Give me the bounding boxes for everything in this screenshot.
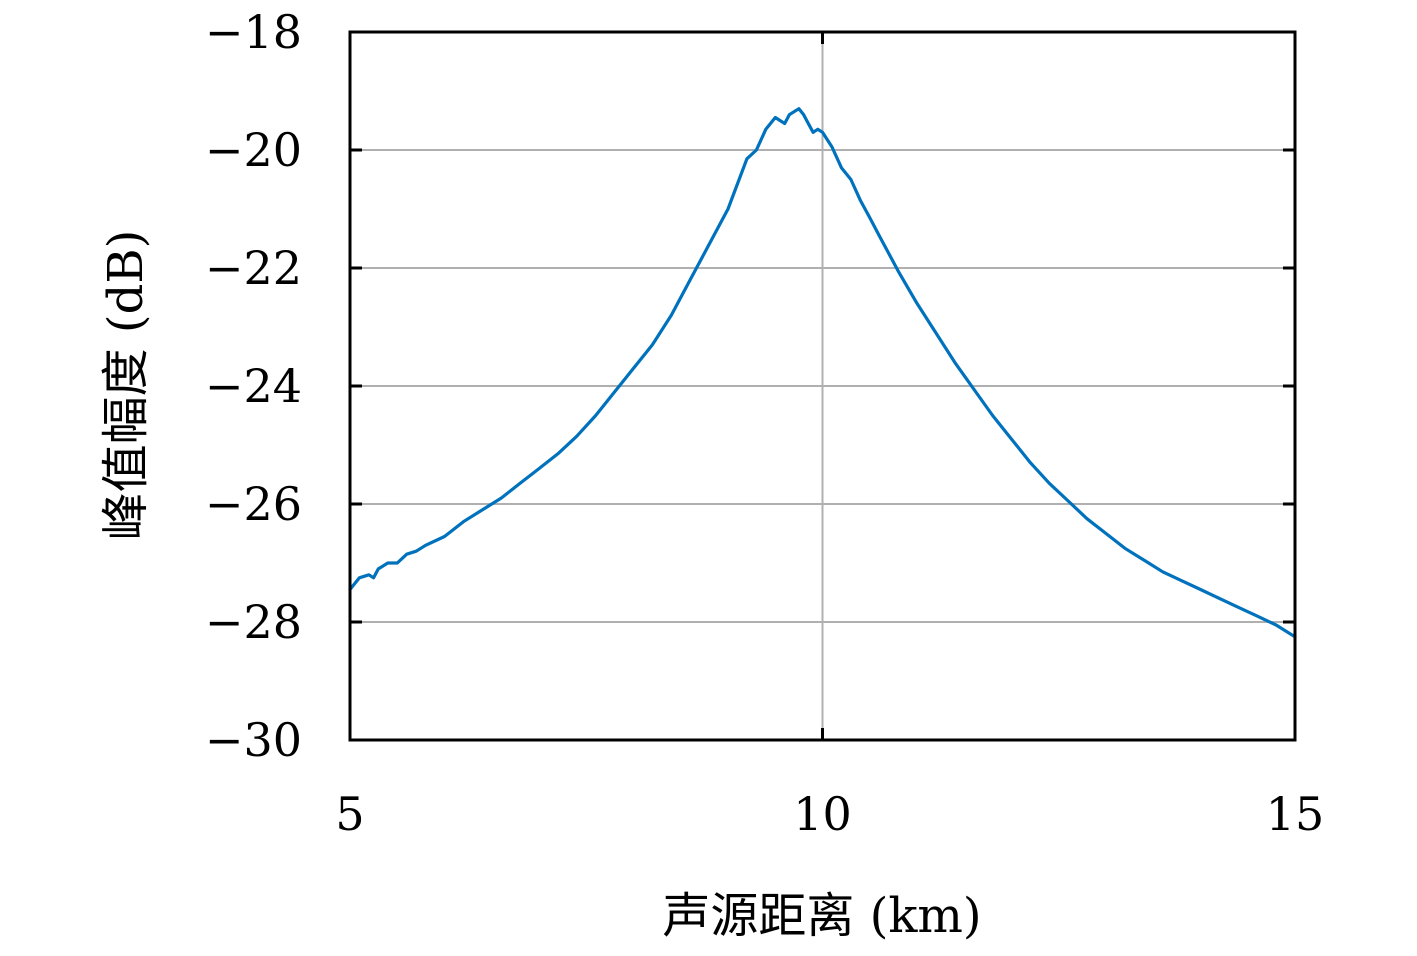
- x-tick-labels: 5 10 15: [335, 787, 1324, 841]
- y-tick-label: −26: [205, 477, 302, 531]
- x-axis-label: 声源距离 (km): [662, 888, 981, 944]
- y-tick-label: −30: [205, 713, 302, 767]
- y-tick-label: −24: [205, 359, 302, 413]
- x-tick-label: 15: [1266, 787, 1325, 841]
- y-tick-label: −18: [205, 5, 302, 59]
- tick-marks: [348, 30, 1297, 742]
- y-tick-label: −28: [205, 595, 302, 649]
- grid-lines: [350, 32, 1295, 740]
- series-layer: [348, 107, 1297, 639]
- y-tick-label: −20: [205, 123, 302, 177]
- x-tick-label: 10: [793, 787, 852, 841]
- y-tick-label: −22: [205, 241, 302, 295]
- x-tick-label: 5: [335, 787, 364, 841]
- series-line-0: [348, 107, 1297, 639]
- y-axis-label: 峰值幅度 (dB): [98, 230, 154, 541]
- y-tick-labels: −30 −28 −26 −24 −22 −20 −18: [205, 5, 302, 767]
